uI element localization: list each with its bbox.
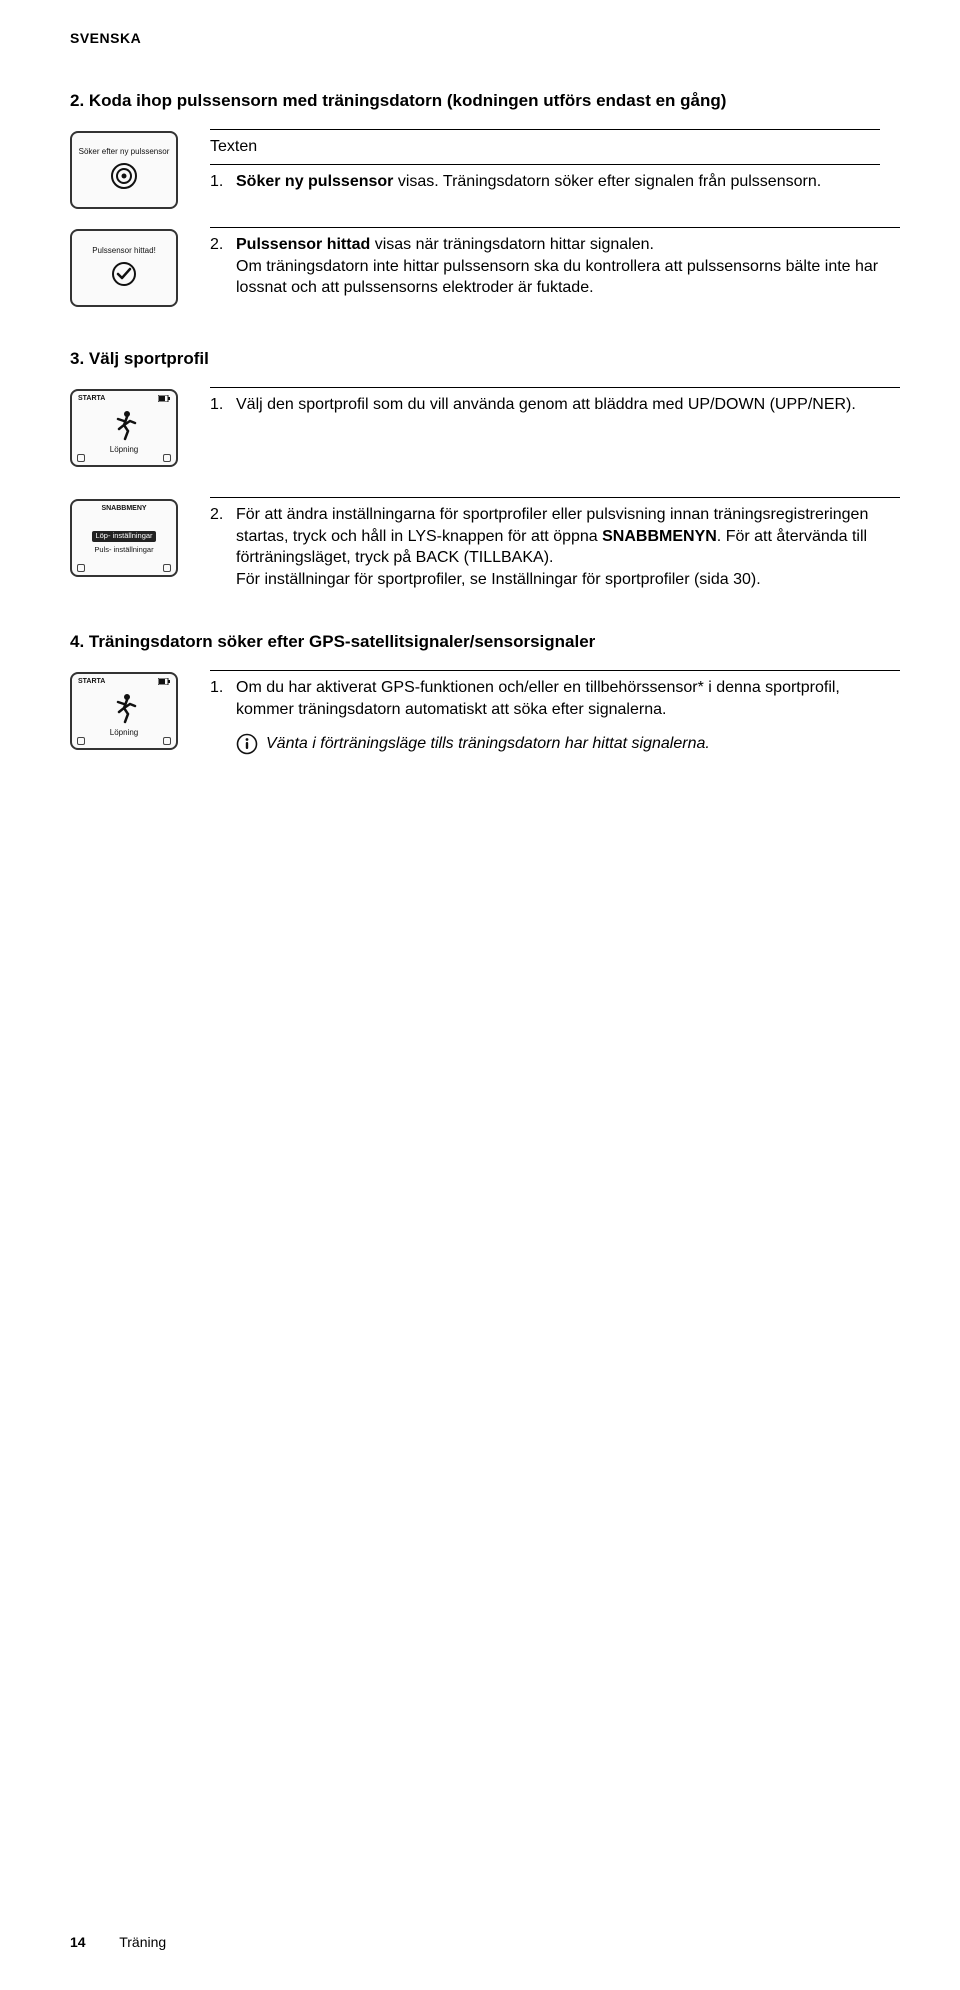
label-texten: Texten <box>210 136 880 158</box>
device-icon-col: STARTA Löpning <box>70 670 210 750</box>
section2-block2: Pulssensor hittad! 2. Pulssensor hittad … <box>70 227 900 307</box>
info-icon <box>236 733 266 760</box>
page-footer: 14 Träning <box>70 1934 166 1950</box>
section2-block2-line1: 2. Pulssensor hittad visas när träningsd… <box>210 234 880 256</box>
section2-title: 2. Koda ihop pulssensorn med träningsdat… <box>70 91 900 111</box>
list-number: 2. <box>210 234 236 256</box>
device-running-icon: STARTA Löpning <box>70 672 178 750</box>
section2-block1-line: 1. Söker ny pulssensor visas. Träningsda… <box>210 171 880 193</box>
bold-term: Pulssensor hittad <box>236 236 370 253</box>
body-text: visas. Träningsdatorn söker efter signal… <box>393 173 821 190</box>
body-text: För inställningar för sportprofiler, se … <box>236 569 761 591</box>
menu-item: Puls- inställningar <box>92 545 155 556</box>
section3-block1-line: 1. Välj den sportprofil som du vill anvä… <box>210 394 880 416</box>
bold-term: SNABBMENYN <box>602 528 717 545</box>
device-caption: Löpning <box>110 446 138 455</box>
device-top-label: SNABBMENY <box>78 505 170 513</box>
page-header: SVENSKA <box>70 30 900 46</box>
device-sensor-found-icon: Pulssensor hittad! <box>70 229 178 307</box>
body-text: visas när träningsdatorn hittar signalen… <box>370 236 654 253</box>
device-quickmenu-icon: SNABBMENY Löp- inställningar Puls- instä… <box>70 499 178 577</box>
device-caption: Söker efter ny pulssensor <box>79 148 170 157</box>
section3-block1: STARTA Löpning 1. Välj den sportprofil s… <box>70 387 900 467</box>
body-text: Om du har aktiverat GPS-funktionen och/e… <box>236 677 880 720</box>
info-note: Vänta i förträningsläge tills träningsda… <box>210 733 880 760</box>
checkmark-circle-icon <box>109 259 139 289</box>
section4-title: 4. Träningsdatorn söker efter GPS-satell… <box>70 632 900 652</box>
list-number: 1. <box>210 171 236 193</box>
section4-block1-line: 1. Om du har aktiverat GPS-funktionen oc… <box>210 677 880 720</box>
battery-icon <box>158 678 170 686</box>
text-col: 2. Pulssensor hittad visas när träningsd… <box>210 227 900 299</box>
text-col: 1. Om du har aktiverat GPS-funktionen oc… <box>210 670 900 759</box>
page-number: 14 <box>70 1934 86 1950</box>
device-icon-col: Pulssensor hittad! <box>70 227 210 307</box>
list-number: 1. <box>210 394 236 416</box>
device-icon-col: STARTA Löpning <box>70 387 210 467</box>
battery-icon <box>158 395 170 403</box>
info-text: Vänta i förträningsläge tills träningsda… <box>266 733 710 755</box>
section3-block2: SNABBMENY Löp- inställningar Puls- instä… <box>70 497 900 590</box>
target-icon <box>108 160 140 192</box>
list-spacer <box>210 569 236 591</box>
list-number: 2. <box>210 504 236 569</box>
list-spacer <box>210 256 236 299</box>
body-text: Om träningsdatorn inte hittar pulssensor… <box>236 256 880 299</box>
section3-title: 3. Välj sportprofil <box>70 349 900 369</box>
device-caption: Löpning <box>110 729 138 738</box>
body-text: Välj den sportprofil som du vill använda… <box>236 394 856 416</box>
text-col: Texten 1. Söker ny pulssensor visas. Trä… <box>210 129 900 192</box>
runner-icon <box>110 409 138 443</box>
device-caption: Pulssensor hittad! <box>92 247 156 256</box>
section3-block2-line2: För inställningar för sportprofiler, se … <box>210 569 880 591</box>
text-col: 1. Välj den sportprofil som du vill anvä… <box>210 387 900 416</box>
device-top-label: STARTA <box>78 395 105 403</box>
device-search-sensor-icon: Söker efter ny pulssensor <box>70 131 178 209</box>
section4-block1: STARTA Löpning 1. Om du har aktiverat GP… <box>70 670 900 759</box>
section2-block2-line2: Om träningsdatorn inte hittar pulssensor… <box>210 256 880 299</box>
runner-icon <box>110 692 138 726</box>
bold-term: Söker ny pulssensor <box>236 173 393 190</box>
footer-section: Träning <box>119 1934 166 1950</box>
device-running-icon: STARTA Löpning <box>70 389 178 467</box>
section3-block2-line1: 2. För att ändra inställningarna för spo… <box>210 504 880 569</box>
text-col: 2. För att ändra inställningarna för spo… <box>210 497 900 590</box>
device-top-label: STARTA <box>78 678 105 686</box>
device-icon-col: Söker efter ny pulssensor <box>70 129 210 209</box>
device-icon-col: SNABBMENY Löp- inställningar Puls- instä… <box>70 497 210 577</box>
list-number: 1. <box>210 677 236 720</box>
menu-item-selected: Löp- inställningar <box>92 531 155 542</box>
section2-block1: Söker efter ny pulssensor Texten 1. Söke… <box>70 129 900 209</box>
